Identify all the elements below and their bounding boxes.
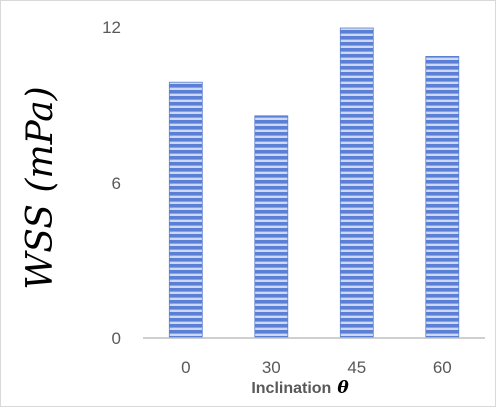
x-tick-label-60: 60: [433, 358, 452, 377]
x-axis-title-text: Inclination: [251, 380, 331, 397]
y-tick-label-0: 0: [112, 329, 121, 348]
y-axis-title: WSS (mPa): [20, 86, 61, 289]
x-tick-label-30: 30: [262, 358, 281, 377]
bar-45: [339, 27, 374, 339]
x-axis-title: Inclination θ: [251, 378, 349, 398]
bars-group: [168, 27, 460, 339]
theta-symbol: θ: [337, 378, 349, 398]
x-tick-label-45: 45: [347, 358, 366, 377]
bar-60: [425, 56, 460, 339]
bar-30: [254, 115, 289, 339]
x-tick-labels: 0 30 45 60: [181, 358, 452, 377]
bar-0: [168, 81, 203, 339]
y-tick-label-6: 6: [112, 174, 121, 193]
x-tick-label-0: 0: [181, 358, 190, 377]
y-tick-label-12: 12: [102, 18, 121, 37]
